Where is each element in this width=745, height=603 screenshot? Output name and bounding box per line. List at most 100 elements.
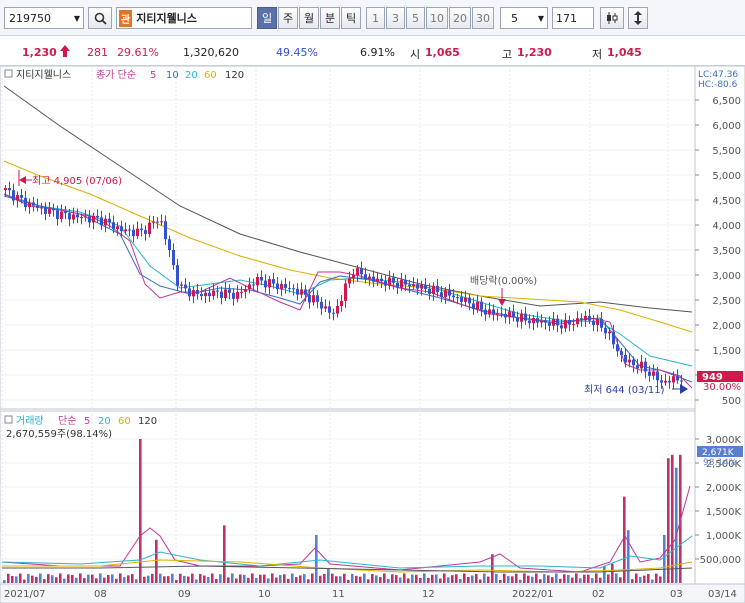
period-month-button[interactable]: 월 xyxy=(299,7,319,29)
search-button[interactable] xyxy=(88,7,112,29)
period-tick-button[interactable]: 틱 xyxy=(341,7,361,29)
candle-body xyxy=(152,221,155,223)
ma120-line xyxy=(3,85,693,313)
volume-bar xyxy=(407,578,410,583)
legend-toggle-icon[interactable] xyxy=(4,415,13,424)
candle-body xyxy=(552,318,555,326)
chart-toolbar: 219750 ▼ 관 지티지웰니스 일 주 월 분 틱 1 3 5 10 20 … xyxy=(0,0,745,36)
candle-body xyxy=(368,276,371,279)
volume-bar xyxy=(299,575,302,583)
candle-body xyxy=(492,309,495,315)
volume-bar xyxy=(451,575,454,583)
volume-bar xyxy=(143,576,146,583)
price-legend-name: 지티지웰니스 xyxy=(16,69,71,81)
stock-chart[interactable]: 지티지웰니스 종가 단순 5 10 20 60 120 거래량 단순 5 20 … xyxy=(0,66,745,603)
candle-body xyxy=(576,318,579,325)
volume-bar xyxy=(67,574,70,583)
minute-3-button[interactable]: 3 xyxy=(386,7,405,29)
minute-10-button[interactable]: 10 xyxy=(426,7,448,29)
volume-bar xyxy=(639,576,642,583)
price-tick-label: 500 xyxy=(722,396,741,407)
candle-body xyxy=(424,284,427,290)
count-input[interactable]: 171 xyxy=(552,7,594,29)
candle-body xyxy=(388,277,391,286)
chevron-down-icon[interactable]: ▼ xyxy=(537,13,544,23)
volume-bar xyxy=(59,573,62,583)
candle-body xyxy=(216,290,219,292)
volume-bar xyxy=(83,578,86,583)
candle-body xyxy=(44,207,47,214)
volume-bar xyxy=(503,573,506,583)
volume-bar xyxy=(195,579,198,583)
candle-body xyxy=(360,268,363,275)
volume-bar xyxy=(659,576,662,583)
candle-body xyxy=(304,289,307,295)
candle-body xyxy=(396,282,399,288)
volume-legend-ma: 단순 xyxy=(58,415,76,427)
candle-body xyxy=(188,288,191,297)
period-week-button[interactable]: 주 xyxy=(278,7,298,29)
candle-body xyxy=(72,214,75,220)
candle-body xyxy=(456,297,459,299)
minute-1-button[interactable]: 1 xyxy=(366,7,385,29)
search-icon xyxy=(94,12,107,25)
vertical-scale-button[interactable] xyxy=(628,7,648,29)
last-price: 949 xyxy=(702,372,723,383)
candlestick-icon xyxy=(607,12,618,24)
last-price-tag xyxy=(697,371,743,382)
volume-bar xyxy=(423,573,426,583)
minute-20-button[interactable]: 20 xyxy=(449,7,471,29)
interval-select[interactable]: 5 ▼ xyxy=(500,7,548,29)
low-annotation: 최저 644 (03/11) xyxy=(584,384,688,396)
legend-ma20: 20 xyxy=(185,70,198,81)
volume-bar xyxy=(103,577,106,583)
minute-5-button[interactable]: 5 xyxy=(406,7,425,29)
period-minute-button[interactable]: 분 xyxy=(320,7,340,29)
price-tick-label: 2,000 xyxy=(712,321,741,332)
volume-bar xyxy=(207,576,210,583)
volume-bar xyxy=(371,574,374,583)
volume-bar xyxy=(95,578,98,583)
candle-body xyxy=(372,276,375,282)
candle-body xyxy=(632,359,635,366)
volume-bar xyxy=(55,577,58,583)
volume-bar xyxy=(643,575,646,583)
x-axis-area xyxy=(0,583,745,603)
minute-30-button[interactable]: 30 xyxy=(472,7,494,29)
candle-body xyxy=(584,315,587,321)
candle-body xyxy=(204,292,207,297)
chevron-down-icon[interactable]: ▼ xyxy=(73,13,80,23)
candle-body xyxy=(312,295,315,303)
volume-bar xyxy=(671,454,674,583)
period-day-button[interactable]: 일 xyxy=(257,7,277,29)
volume-bar xyxy=(331,573,334,583)
candle-body xyxy=(160,221,163,223)
stock-name-field[interactable]: 관 지티지웰니스 xyxy=(116,7,252,29)
volume-current-value: 2,670,559주(98.14%) xyxy=(6,429,112,440)
stock-code-input[interactable]: 219750 ▼ xyxy=(4,7,84,29)
volume-bar xyxy=(75,577,78,583)
price-tick-label: 5,000 xyxy=(712,171,741,182)
candle-body xyxy=(92,215,95,223)
candle-body xyxy=(336,306,339,314)
candle-body xyxy=(644,361,647,372)
volume-bar xyxy=(471,575,474,583)
candle-body xyxy=(624,355,627,363)
volume-bar xyxy=(339,576,342,583)
candle-body xyxy=(168,239,171,251)
volume-bar xyxy=(515,573,518,583)
candle-body xyxy=(20,194,23,198)
candle-body xyxy=(484,309,487,315)
candle-body xyxy=(444,290,447,297)
candle-body xyxy=(108,218,111,223)
volume-bar xyxy=(127,575,130,583)
candle-body xyxy=(548,322,551,326)
candle-body xyxy=(140,228,143,231)
volume-bar xyxy=(131,574,134,583)
volume-bar xyxy=(359,576,362,583)
legend-toggle-icon[interactable] xyxy=(4,69,13,78)
candle-body xyxy=(568,320,571,325)
candle-body xyxy=(604,327,607,334)
chart-type-button[interactable] xyxy=(600,7,624,29)
candle-body xyxy=(436,285,439,293)
